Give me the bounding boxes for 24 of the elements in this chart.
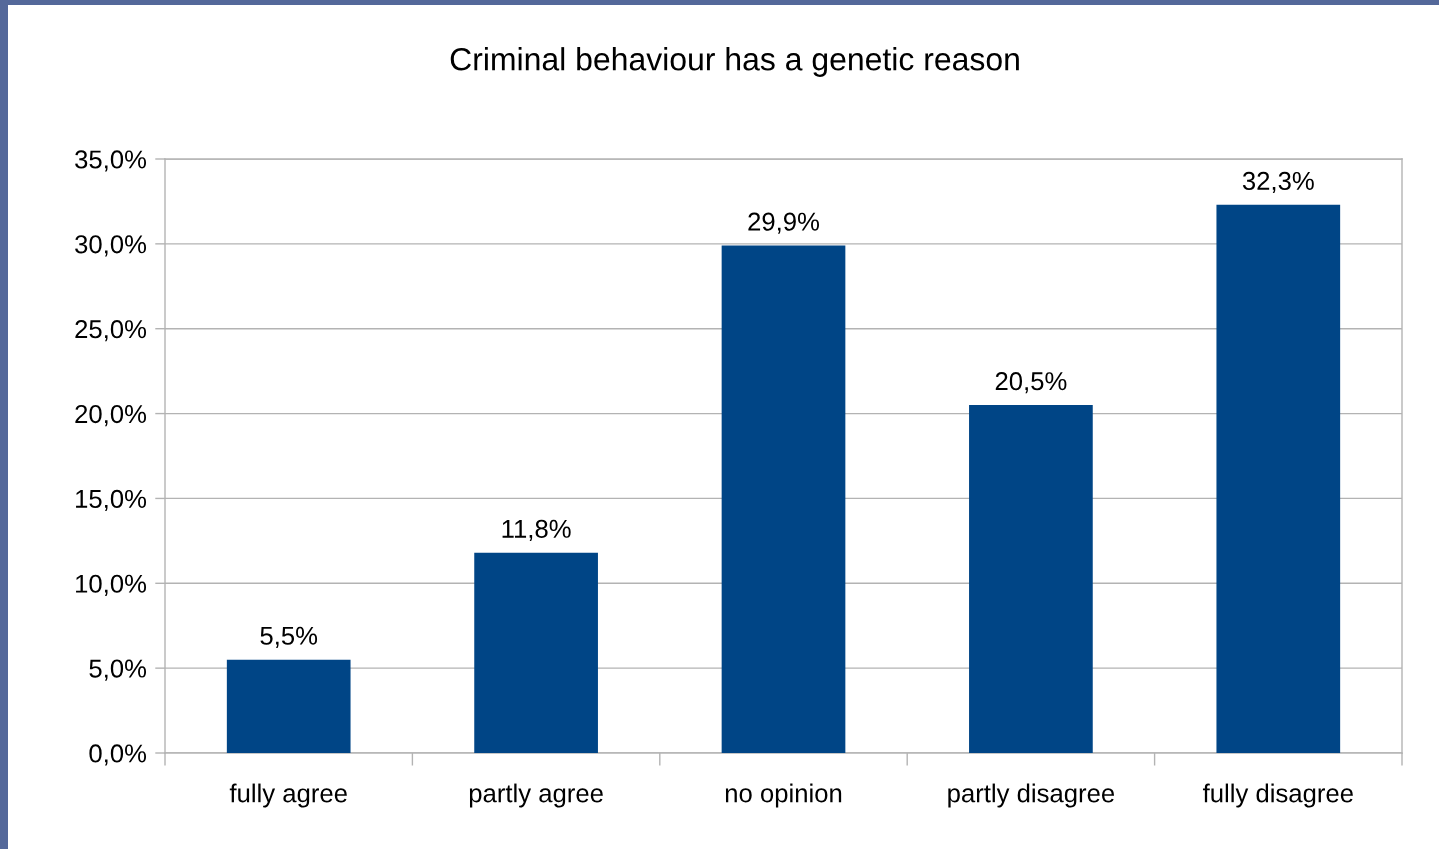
y-tick-label: 15,0% (76, 489, 147, 512)
x-tick-label: fully agree (229, 783, 347, 808)
x-tick-label: partly agree (469, 783, 603, 808)
bar (721, 245, 846, 753)
data-label: 29,9% (748, 212, 820, 234)
y-tick-label: 10,0% (76, 574, 147, 596)
data-label: 5,5% (260, 626, 318, 648)
data-label: 11,8% (502, 519, 571, 541)
chart-title: Criminal behaviour has a genetic reason (450, 47, 1019, 77)
y-tick-label: 25,0% (75, 320, 147, 342)
bar (1216, 204, 1341, 753)
y-tick-label: 0,0% (89, 744, 147, 766)
bar (969, 405, 1093, 753)
x-tick-label: fully disagree (1202, 783, 1353, 808)
y-tick-label: 20,0% (75, 404, 147, 427)
y-tick-label: 35,0% (75, 150, 147, 172)
data-label: 20,5% (995, 372, 1067, 394)
x-tick-label: partly disagree (948, 783, 1115, 808)
data-label: 32,3% (1242, 171, 1314, 194)
y-tick-label: 30,0% (75, 235, 147, 257)
y-tick-label: 5,0% (89, 659, 147, 681)
x-tick-label: no opinion (725, 783, 842, 808)
bar (474, 552, 598, 753)
bar (226, 659, 351, 753)
